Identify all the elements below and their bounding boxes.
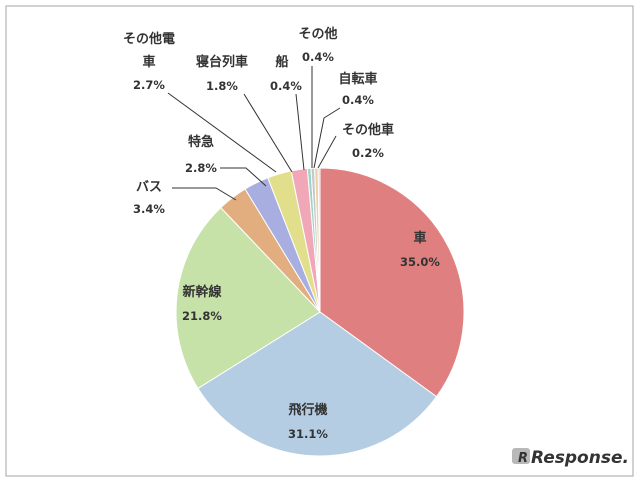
slice-6-value-label: 1.8% (206, 79, 238, 93)
slice-5-leader-line (167, 92, 277, 173)
slice-8-value-label: 0.4% (302, 50, 334, 64)
slice-6-label: 寝台列車 (196, 54, 248, 70)
slice-10-leader-line (317, 135, 337, 169)
slice-2-label: 新幹線 (182, 284, 222, 300)
slice-3-label: バス (136, 180, 162, 195)
slice-9-value-label: 0.4% (342, 93, 374, 107)
slice-5-label-line-1: その他電 (123, 31, 175, 47)
slice-2-value-label: 21.8% (182, 309, 222, 323)
slice-3-leader-line (172, 187, 237, 201)
slice-8-label: その他 (298, 26, 337, 42)
slice-10-label: その他車 (342, 122, 394, 138)
slice-7-label: 船 (275, 54, 288, 70)
slice-1-label: 飛行機 (287, 402, 327, 418)
slice-9-leader-line (313, 107, 341, 169)
slice-7-leader-line (295, 93, 305, 171)
response-watermark: R Response. (512, 448, 629, 468)
slice-7-value-label: 0.4% (270, 79, 302, 93)
slice-4-value-label: 2.8% (185, 161, 217, 175)
slice-5-label-line-2: 車 (142, 54, 155, 70)
slice-5-value-label: 2.7% (133, 78, 165, 92)
slice-0-wedge (319, 167, 465, 398)
slice-0-value-label: 35.0% (400, 255, 440, 269)
slice-1-value-label: 31.1% (288, 427, 328, 441)
watermark-logo-mark (512, 448, 530, 464)
slice-10-value-label: 0.2% (352, 146, 384, 160)
watermark-text: Response. (531, 448, 629, 468)
slice-9-label: 自転車 (338, 71, 377, 87)
slice-1-wedge (197, 311, 438, 457)
slice-6-leader-line (243, 93, 293, 173)
slice-0-label: 車 (413, 230, 426, 246)
slice-2-wedge (175, 206, 321, 390)
slice-4-label: 特急 (188, 134, 214, 150)
slice-4-leader-line (220, 167, 267, 187)
svg-text:R: R (518, 451, 528, 466)
slice-3-value-label: 3.4% (133, 202, 165, 216)
